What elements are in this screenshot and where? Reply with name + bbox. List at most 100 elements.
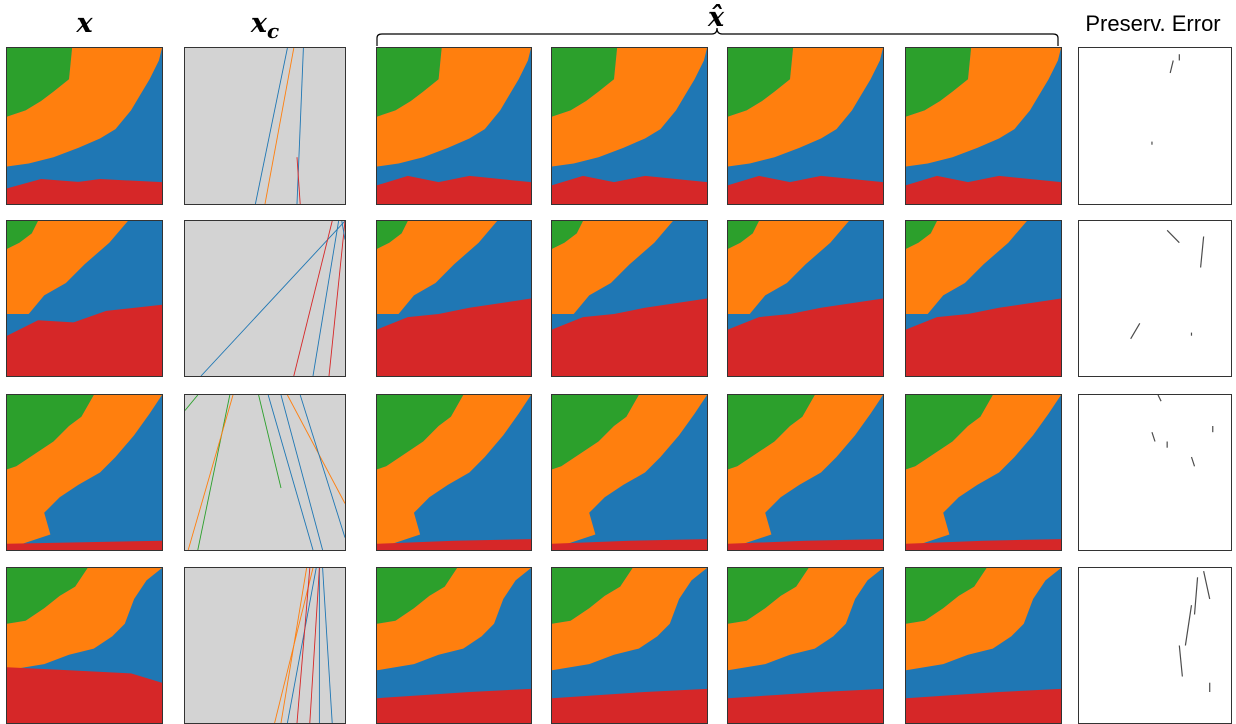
region-orange [906,395,1061,550]
region-red [552,298,707,376]
region-green [728,48,794,117]
region-red [377,298,531,376]
panel-image [552,395,707,550]
sparse-line-blue [300,395,345,538]
error-mark [1195,577,1198,614]
region-green [377,48,442,117]
panel-image [377,395,531,550]
sparse-background [185,48,345,204]
error-background [1079,568,1231,723]
sparse-line-blue [313,221,339,376]
region-green [377,221,408,249]
sparse-line-orange [281,568,307,723]
region-orange [906,568,1061,671]
panel-image [552,221,707,376]
region-orange [552,395,707,550]
region-orange [728,568,883,671]
sparse-line-red [310,568,320,723]
column-header-x: x [76,8,93,39]
region-orange [7,568,162,671]
region-green [552,395,639,470]
region-red [7,304,162,376]
xhat-group-bracket [376,27,1059,46]
panel-image [377,221,531,376]
region-green [377,395,464,470]
region-red [728,175,883,204]
region-green [906,48,972,117]
panel-image [728,48,883,204]
panel-image [185,395,345,550]
region-red [906,539,1061,550]
error-mark [1179,646,1182,677]
panel-image [728,568,883,723]
error-mark [1167,230,1179,242]
panel-image [906,48,1061,204]
panel-image [1079,221,1231,376]
panel-r2-c4 [551,220,708,377]
region-green [906,395,993,470]
region-green [728,568,809,624]
sparse-line-blue [268,395,313,550]
error-mark [1191,457,1194,466]
region-red [906,175,1061,204]
sparse-background [185,221,345,376]
panel-r1-c5 [727,47,884,205]
panel-r4-c5 [727,567,884,724]
region-green [552,568,633,624]
sparse-line-green [259,395,281,488]
region-orange [7,395,162,550]
panel-r3-c2 [184,394,346,551]
error-mark [1131,323,1140,339]
sparse-line-blue [201,221,345,376]
region-green [7,395,94,470]
panel-r2-c3 [376,220,532,377]
panel-image [728,395,883,550]
region-orange [552,221,673,314]
error-background [1079,48,1231,204]
panel-r1-c2 [184,47,346,205]
region-green [552,48,618,117]
panel-r1-c4 [551,47,708,205]
region-red [552,539,707,550]
error-mark [1204,571,1210,599]
region-green [906,221,937,249]
region-orange [728,395,883,550]
sparse-line-red [294,221,332,376]
region-red [7,667,162,723]
region-orange [377,395,531,550]
region-red [728,539,883,550]
panel-image [1079,395,1231,550]
panel-image [552,568,707,723]
error-background [1079,221,1231,376]
sparse-line-red [297,157,300,204]
sparse-line-red [297,568,310,723]
region-red [377,688,531,723]
panel-image [377,568,531,723]
panel-image [7,568,162,723]
sparse-line-orange [265,48,294,204]
panel-r3-c5 [727,394,884,551]
column-header-error: Preserv. Error [1085,11,1221,36]
panel-r4-c7 [1078,567,1232,724]
region-red [377,539,531,550]
sparse-line-green [198,395,230,550]
region-red [7,179,162,204]
sparse-background [185,568,345,723]
panel-image [377,48,531,204]
region-orange [377,568,531,671]
region-orange [906,221,1027,314]
region-red [906,688,1061,723]
panel-r1-c6 [905,47,1062,205]
panel-image [185,221,345,376]
region-green [7,221,38,249]
error-mark [1185,605,1191,645]
column-header-xhat: x̂ [707,2,725,33]
region-orange [728,221,849,314]
region-red [7,540,162,550]
sparse-line-red [329,221,345,376]
region-green [728,395,815,470]
panel-image [7,395,162,550]
panel-r3-c6 [905,394,1062,551]
region-green [7,568,88,624]
region-green [552,221,583,249]
